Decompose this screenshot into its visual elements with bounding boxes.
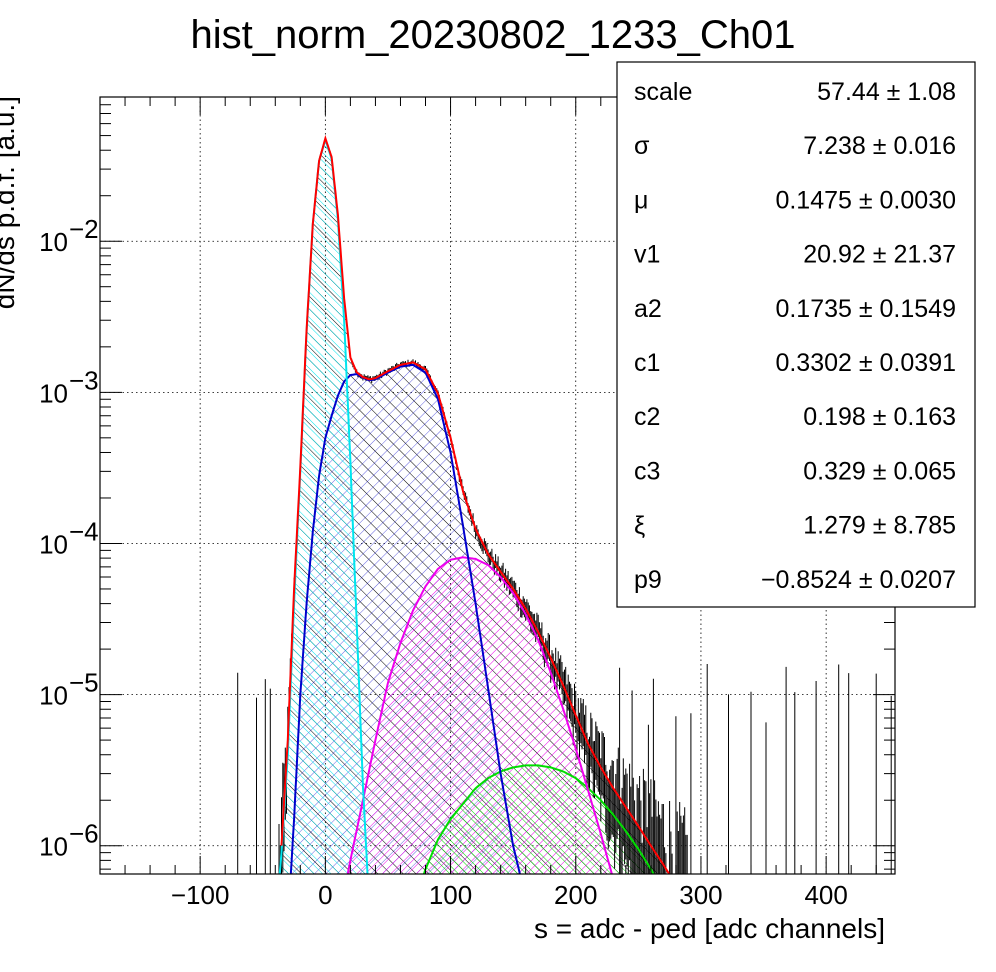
stats-row-value: 0.1735 ± 0.1549	[775, 295, 956, 323]
x-tick-labels: −100 0 100 200 300 400	[171, 880, 848, 910]
y-tick-label-base: 10	[39, 529, 68, 559]
stats-row-value: 57.44 ± 1.08	[817, 78, 956, 106]
y-tick-labels: 10−610−510−410−310−2	[39, 214, 99, 862]
y-tick-label-exponent: −5	[69, 668, 99, 698]
y-axis-title: dN/ds p.d.f. [a.u.]	[0, 96, 20, 309]
stats-row-name: a2	[634, 295, 662, 323]
stats-row-value: 0.329 ± 0.065	[803, 457, 956, 485]
x-tick-label: 300	[679, 880, 722, 910]
stats-row-name: c3	[634, 457, 660, 485]
y-tick-label-exponent: −2	[69, 214, 99, 244]
total-fit-curve	[280, 134, 671, 874]
stats-row-name: c1	[634, 349, 660, 377]
x-tick-label: 200	[554, 880, 597, 910]
stats-row-value: −0.8524 ± 0.0207	[761, 566, 956, 594]
stats-row-value: 0.198 ± 0.163	[803, 403, 956, 431]
one-pe-curve	[289, 363, 521, 874]
stats-row-name: μ	[634, 186, 648, 214]
stats-row-value: 20.92 ± 21.37	[803, 241, 956, 269]
stats-row-value: 1.279 ± 8.785	[803, 512, 956, 540]
y-tick-label-exponent: −4	[69, 516, 99, 546]
stats-box-frame	[616, 61, 976, 608]
fit-fills	[275, 138, 676, 874]
stats-box: scale 57.44 ± 1.08 σ 7.238 ± 0.016 μ 0.1475 ±…	[616, 61, 976, 608]
chart-title: hist_norm_20230802_1233_Ch01	[191, 13, 796, 57]
stats-row-name: scale	[634, 78, 692, 106]
y-tick-label-exponent: −6	[69, 819, 99, 849]
x-tick-label: 0	[318, 880, 332, 910]
stats-row-name: c2	[634, 403, 660, 431]
stats-row-name: ξ	[634, 512, 645, 540]
stats-row-name: σ	[634, 132, 650, 160]
y-tick-label-exponent: −3	[69, 365, 99, 395]
two-pe-curve	[346, 556, 613, 874]
three-pe-fill	[400, 765, 676, 874]
stats-row-name: p9	[634, 566, 662, 594]
x-tick-label: 400	[804, 880, 847, 910]
x-tick-label: 100	[429, 880, 472, 910]
stats-row-name: v1	[634, 241, 660, 269]
y-tick-label-base: 10	[39, 378, 68, 408]
x-axis-title: s = adc - ped [adc channels]	[534, 913, 885, 944]
stats-rows: scale 57.44 ± 1.08 σ 7.238 ± 0.016 μ 0.1475 ±…	[634, 78, 956, 594]
stats-row-value: 7.238 ± 0.016	[803, 132, 956, 160]
x-tick-label: −100	[171, 880, 230, 910]
three-pe-curve	[422, 764, 655, 874]
stats-row-value: 0.1475 ± 0.0030	[775, 186, 956, 214]
y-tick-label-base: 10	[39, 227, 68, 257]
stats-row-value: 0.3302 ± 0.0391	[775, 349, 956, 377]
fit-curves	[278, 134, 671, 874]
y-tick-label-base: 10	[39, 681, 68, 711]
y-tick-label-base: 10	[39, 832, 68, 862]
pedestal-fill	[275, 139, 370, 874]
